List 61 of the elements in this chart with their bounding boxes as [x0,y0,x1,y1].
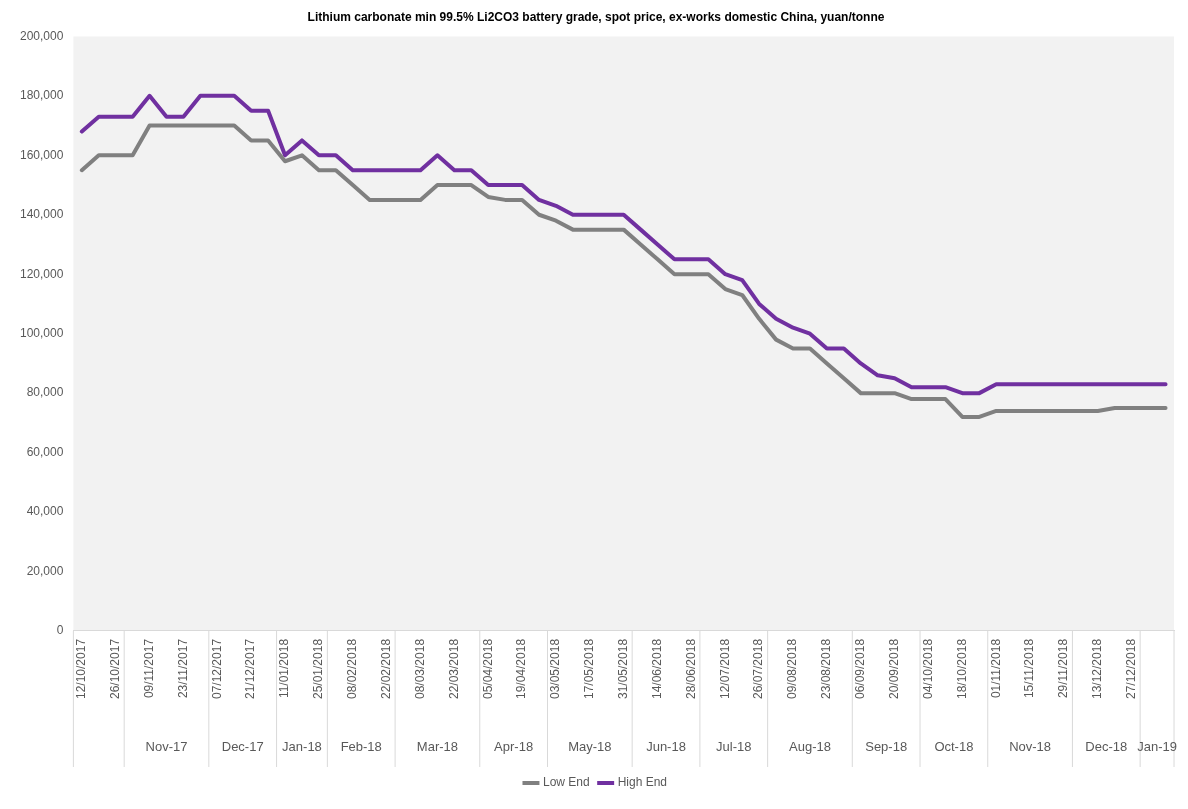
x-tick-label: 05/04/2018 [480,638,495,699]
x-tick-label: 17/05/2018 [582,638,597,699]
x-tick-label: 09/08/2018 [785,638,800,699]
text: Sep-18 [865,738,908,754]
text: Jan-19 [1137,738,1177,754]
chart-title: Lithium carbonate min 99.5% Li2CO3 battery grade, spot price, ex-works domestic China, yuan/tonne [307,9,885,24]
x-tick-label: 23/08/2018 [819,638,834,699]
text: Nov-17 [145,738,188,754]
text: Apr-18 [494,738,534,754]
x-tick-label: 08/03/2018 [412,638,427,699]
x-tick-label: 11/01/2018 [277,638,292,699]
text: Mar-18 [416,738,459,754]
x-tick-label: 31/05/2018 [616,638,631,699]
text: Jun-18 [646,738,686,754]
text: Dec-18 [1085,738,1128,754]
x-tick-label: 18/10/2018 [954,638,969,699]
x-tick-label: 26/10/2017 [108,638,123,699]
y-tick-label: 180,000 [19,88,64,103]
x-tick-label: 07/12/2017 [209,638,224,699]
x-tick-label: 19/04/2018 [514,638,529,699]
x-tick-label: 22/02/2018 [378,638,393,699]
y-tick-label: 20,000 [26,563,64,578]
x-tick-label: 08/02/2018 [345,638,360,699]
text: Feb-18 [340,738,382,754]
y-tick-label: 200,000 [19,28,64,43]
y-tick-label: 80,000 [26,385,64,400]
x-tick-label: 25/01/2018 [311,638,326,699]
x-tick-label: 20/09/2018 [886,638,901,699]
y-tick-label: 120,000 [19,266,64,281]
x-tick-label: 12/10/2017 [74,638,89,699]
x-tick-label: 12/07/2018 [717,638,732,699]
x-tick-label: 06/09/2018 [853,638,868,699]
text: Nov-18 [1009,738,1052,754]
x-tick-label: 01/11/2018 [988,638,1003,699]
y-tick-label: 160,000 [19,147,64,162]
legend-label: Low End [542,775,590,790]
y-tick-label: 0 [56,623,64,638]
x-tick-label: 09/11/2017 [141,638,156,699]
text: Jul-18 [716,738,752,754]
x-tick-label: 03/05/2018 [548,638,563,699]
y-tick-label: 60,000 [26,444,64,459]
x-tick-label: 13/12/2018 [1090,638,1105,699]
text: Aug-18 [789,738,831,754]
x-tick-label: 27/12/2018 [1124,638,1138,699]
text: Dec-17 [221,738,264,754]
x-tick-label: 23/11/2017 [175,638,190,699]
x-tick-label: 21/12/2017 [243,638,258,699]
x-tick-label: 22/03/2018 [446,638,461,699]
legend-label: High End [617,775,668,790]
x-tick-label: 15/11/2018 [1022,638,1037,699]
y-tick-label: 100,000 [19,325,64,340]
x-tick-label: 28/06/2018 [683,638,698,699]
y-tick-label: 140,000 [19,207,64,222]
x-tick-label: 14/06/2018 [649,638,664,699]
text: Jan-18 [282,738,322,754]
x-tick-label: 26/07/2018 [751,638,766,699]
y-tick-label: 40,000 [26,504,64,519]
x-tick-label: 04/10/2018 [920,638,935,699]
text: May-18 [568,738,612,754]
x-tick-label: 29/11/2018 [1056,638,1071,699]
text: Oct-18 [934,738,974,754]
